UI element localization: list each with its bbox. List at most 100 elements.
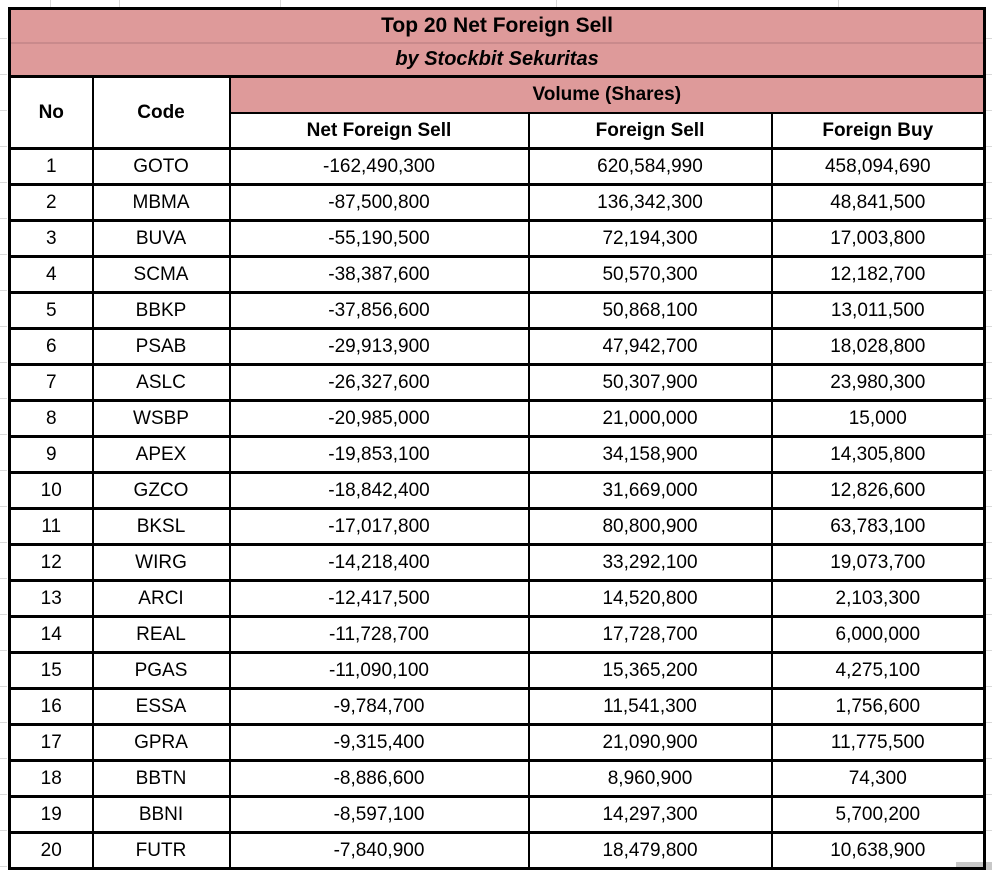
cell-foreign-sell[interactable]: 14,297,300: [527, 795, 773, 834]
cell-code[interactable]: APEX: [91, 435, 231, 474]
cell-no[interactable]: 10: [8, 471, 94, 510]
cell-net-foreign-sell[interactable]: -38,387,600: [228, 255, 530, 294]
cell-foreign-sell[interactable]: 80,800,900: [527, 507, 773, 546]
cell-no[interactable]: 18: [8, 759, 94, 798]
cell-code[interactable]: WSBP: [91, 399, 231, 438]
cell-foreign-buy[interactable]: 17,003,800: [770, 219, 986, 258]
cell-foreign-sell[interactable]: 50,307,900: [527, 363, 773, 402]
cell-code[interactable]: BUVA: [91, 219, 231, 258]
cell-foreign-sell[interactable]: 15,365,200: [527, 651, 773, 690]
cell-net-foreign-sell[interactable]: -87,500,800: [228, 183, 530, 222]
cell-foreign-sell[interactable]: 18,479,800: [527, 831, 773, 870]
col-header-foreign-buy[interactable]: Foreign Buy: [770, 112, 986, 150]
cell-foreign-sell[interactable]: 72,194,300: [527, 219, 773, 258]
cell-foreign-buy[interactable]: 5,700,200: [770, 795, 986, 834]
cell-foreign-sell[interactable]: 50,868,100: [527, 291, 773, 330]
cell-no[interactable]: 6: [8, 327, 94, 366]
cell-foreign-buy[interactable]: 10,638,900: [770, 831, 986, 870]
cell-foreign-sell[interactable]: 11,541,300: [527, 687, 773, 726]
cell-code[interactable]: BBNI: [91, 795, 231, 834]
cell-foreign-sell[interactable]: 8,960,900: [527, 759, 773, 798]
cell-no[interactable]: 3: [8, 219, 94, 258]
cell-foreign-buy[interactable]: 14,305,800: [770, 435, 986, 474]
cell-net-foreign-sell[interactable]: -20,985,000: [228, 399, 530, 438]
col-group-header-volume[interactable]: Volume (Shares): [228, 75, 986, 114]
cell-net-foreign-sell[interactable]: -55,190,500: [228, 219, 530, 258]
cell-no[interactable]: 5: [8, 291, 94, 330]
cell-net-foreign-sell[interactable]: -11,728,700: [228, 615, 530, 654]
cell-code[interactable]: SCMA: [91, 255, 231, 294]
cell-no[interactable]: 16: [8, 687, 94, 726]
cell-net-foreign-sell[interactable]: -9,784,700: [228, 687, 530, 726]
cell-net-foreign-sell[interactable]: -37,856,600: [228, 291, 530, 330]
cell-net-foreign-sell[interactable]: -7,840,900: [228, 831, 530, 870]
table-subtitle[interactable]: by Stockbit Sekuritas: [9, 43, 985, 78]
cell-foreign-sell[interactable]: 31,669,000: [527, 471, 773, 510]
cell-no[interactable]: 9: [8, 435, 94, 474]
cell-foreign-sell[interactable]: 21,000,000: [527, 399, 773, 438]
cell-net-foreign-sell[interactable]: -29,913,900: [228, 327, 530, 366]
cell-net-foreign-sell[interactable]: -17,017,800: [228, 507, 530, 546]
cell-foreign-sell[interactable]: 47,942,700: [527, 327, 773, 366]
cell-net-foreign-sell[interactable]: -14,218,400: [228, 543, 530, 582]
cell-foreign-sell[interactable]: 14,520,800: [527, 579, 773, 618]
cell-no[interactable]: 14: [8, 615, 94, 654]
cell-no[interactable]: 19: [8, 795, 94, 834]
col-header-code[interactable]: Code: [91, 75, 231, 150]
cell-foreign-sell[interactable]: 50,570,300: [527, 255, 773, 294]
cell-net-foreign-sell[interactable]: -162,490,300: [228, 147, 530, 186]
cell-net-foreign-sell[interactable]: -11,090,100: [228, 651, 530, 690]
cell-code[interactable]: ARCI: [91, 579, 231, 618]
cell-foreign-buy[interactable]: 74,300: [770, 759, 986, 798]
col-header-net-foreign-sell[interactable]: Net Foreign Sell: [228, 112, 530, 150]
cell-no[interactable]: 11: [8, 507, 94, 546]
cell-code[interactable]: BKSL: [91, 507, 231, 546]
cell-foreign-buy[interactable]: 63,783,100: [770, 507, 986, 546]
cell-code[interactable]: FUTR: [91, 831, 231, 870]
cell-code[interactable]: ESSA: [91, 687, 231, 726]
cell-no[interactable]: 2: [8, 183, 94, 222]
cell-code[interactable]: PSAB: [91, 327, 231, 366]
cell-net-foreign-sell[interactable]: -18,842,400: [228, 471, 530, 510]
cell-code[interactable]: WIRG: [91, 543, 231, 582]
cell-code[interactable]: GPRA: [91, 723, 231, 762]
cell-no[interactable]: 8: [8, 399, 94, 438]
cell-no[interactable]: 12: [8, 543, 94, 582]
cell-net-foreign-sell[interactable]: -9,315,400: [228, 723, 530, 762]
cell-foreign-buy[interactable]: 458,094,690: [770, 147, 986, 186]
cell-code[interactable]: GOTO: [91, 147, 231, 186]
col-header-no[interactable]: No: [8, 75, 94, 150]
cell-foreign-buy[interactable]: 13,011,500: [770, 291, 986, 330]
cell-foreign-sell[interactable]: 34,158,900: [527, 435, 773, 474]
cell-code[interactable]: BBKP: [91, 291, 231, 330]
cell-code[interactable]: MBMA: [91, 183, 231, 222]
cell-foreign-buy[interactable]: 19,073,700: [770, 543, 986, 582]
cell-foreign-sell[interactable]: 21,090,900: [527, 723, 773, 762]
cell-no[interactable]: 4: [8, 255, 94, 294]
cell-net-foreign-sell[interactable]: -19,853,100: [228, 435, 530, 474]
cell-foreign-sell[interactable]: 33,292,100: [527, 543, 773, 582]
cell-code[interactable]: BBTN: [91, 759, 231, 798]
col-header-foreign-sell[interactable]: Foreign Sell: [527, 112, 773, 150]
cell-foreign-buy[interactable]: 11,775,500: [770, 723, 986, 762]
cell-foreign-sell[interactable]: 17,728,700: [527, 615, 773, 654]
cell-code[interactable]: GZCO: [91, 471, 231, 510]
cell-no[interactable]: 1: [8, 147, 94, 186]
cell-net-foreign-sell[interactable]: -12,417,500: [228, 579, 530, 618]
cell-foreign-sell[interactable]: 136,342,300: [527, 183, 773, 222]
cell-net-foreign-sell[interactable]: -8,886,600: [228, 759, 530, 798]
cell-foreign-buy[interactable]: 15,000: [770, 399, 986, 438]
cell-no[interactable]: 15: [8, 651, 94, 690]
cell-foreign-buy[interactable]: 1,756,600: [770, 687, 986, 726]
cell-no[interactable]: 17: [8, 723, 94, 762]
cell-no[interactable]: 7: [8, 363, 94, 402]
cell-net-foreign-sell[interactable]: -26,327,600: [228, 363, 530, 402]
cell-foreign-buy[interactable]: 6,000,000: [770, 615, 986, 654]
cell-no[interactable]: 20: [8, 831, 94, 870]
cell-code[interactable]: ASLC: [91, 363, 231, 402]
cell-foreign-buy[interactable]: 48,841,500: [770, 183, 986, 222]
cell-foreign-buy[interactable]: 12,826,600: [770, 471, 986, 510]
cell-foreign-buy[interactable]: 2,103,300: [770, 579, 986, 618]
cell-code[interactable]: REAL: [91, 615, 231, 654]
cell-foreign-buy[interactable]: 12,182,700: [770, 255, 986, 294]
